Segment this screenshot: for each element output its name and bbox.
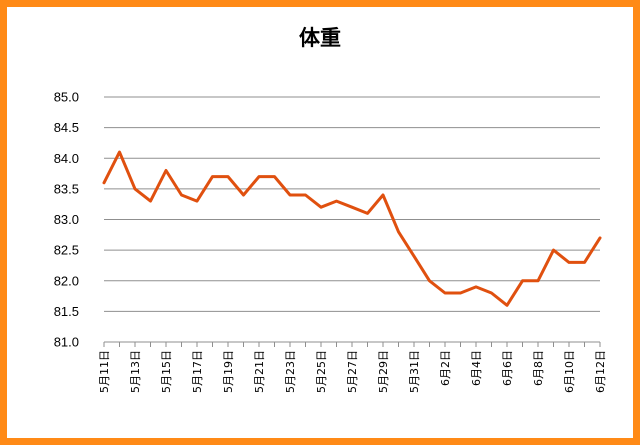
x-tick-label: 5月29日 <box>377 350 390 393</box>
x-tick-label: 5月13日 <box>129 350 142 393</box>
x-tick-label: 5月11日 <box>98 350 111 393</box>
y-tick-label: 84.5 <box>54 120 79 135</box>
x-tick-label: 5月23日 <box>284 350 297 393</box>
y-axis-ticks: 81.0 81.5 82.0 82.5 83.0 83.5 84.0 84.5 85.0 <box>54 90 79 350</box>
y-tick-label: 85.0 <box>54 90 79 105</box>
x-tick-label: 5月17日 <box>191 350 204 393</box>
x-tick-label: 6月6日 <box>501 350 514 386</box>
x-tick-label: 6月4日 <box>470 350 483 386</box>
y-tick-label: 81.5 <box>54 304 79 319</box>
x-tick-label: 5月21日 <box>253 350 266 393</box>
y-tick-label: 82.0 <box>54 273 79 288</box>
y-tick-label: 84.0 <box>54 151 79 166</box>
x-tick-label: 6月10日 <box>563 350 576 393</box>
x-tick-label: 5月15日 <box>160 350 173 393</box>
y-tick-label: 83.5 <box>54 181 79 196</box>
x-tick-label: 5月27日 <box>346 350 359 393</box>
gridlines <box>103 96 601 347</box>
y-tick-label: 83.0 <box>54 212 79 227</box>
weight-series-line <box>102 150 602 307</box>
y-tick-label: 81.0 <box>54 335 79 350</box>
x-tick-label: 5月19日 <box>222 350 235 393</box>
x-axis-ticks: 5月11日 5月13日 5月15日 5月17日 5月19日 5月21日 5月23日 5月25日… <box>98 350 607 393</box>
x-tick-label: 6月12日 <box>594 350 607 393</box>
x-tick-label: 6月8日 <box>532 350 545 386</box>
series-layer <box>102 150 602 307</box>
x-tick-label: 5月31日 <box>408 350 421 393</box>
x-tick-label: 6月2日 <box>439 350 452 386</box>
chart-title: 体重 <box>299 26 341 50</box>
y-tick-label: 82.5 <box>54 243 79 258</box>
x-tick-label: 5月25日 <box>315 350 328 393</box>
